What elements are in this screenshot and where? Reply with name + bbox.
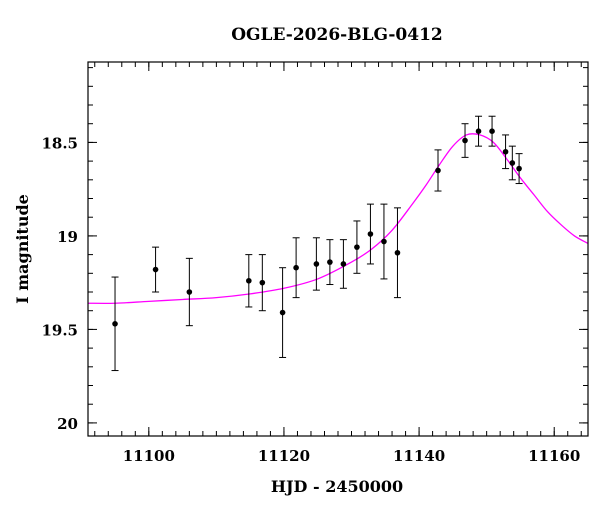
x-axis-label: HJD - 2450000	[271, 477, 403, 496]
y-tick-label: 18.5	[41, 134, 78, 152]
data-point	[393, 207, 401, 299]
y-axis-label: I magnitude	[13, 194, 32, 304]
y-tick-label: 19.5	[41, 321, 78, 339]
point-marker	[516, 165, 522, 172]
chart-title: OGLE-2026-BLG-0412	[231, 25, 443, 45]
point-marker	[279, 309, 286, 316]
point-marker	[293, 264, 299, 271]
x-tick-label: 11100	[123, 447, 175, 465]
plot-frame	[87, 61, 589, 437]
data-point	[292, 237, 300, 299]
point-marker	[394, 249, 401, 256]
point-marker	[340, 261, 347, 267]
point-marker	[259, 279, 266, 286]
point-marker	[367, 231, 374, 237]
data-point	[353, 220, 361, 274]
data-point	[502, 134, 510, 170]
point-marker	[435, 167, 441, 174]
data-point	[475, 115, 483, 147]
point-marker	[112, 321, 118, 327]
point-marker	[354, 244, 360, 250]
point-marker	[246, 277, 252, 284]
data-point	[366, 203, 374, 265]
point-marker	[327, 259, 333, 265]
data-point	[488, 115, 496, 147]
data-point	[326, 239, 334, 286]
data-point	[434, 149, 442, 192]
point-marker	[381, 238, 387, 245]
axis-ticks: 11100 11120 11140 11160 18.5 19 19.5 20	[41, 62, 588, 465]
point-marker	[475, 128, 482, 134]
x-tick-label: 11120	[258, 447, 310, 465]
point-marker	[502, 148, 509, 155]
y-tick-label: 19	[57, 228, 78, 246]
data-point	[339, 239, 347, 289]
data-point	[279, 267, 287, 358]
data-point	[515, 153, 523, 185]
model-curve	[87, 133, 589, 305]
data-point	[461, 123, 469, 158]
data-point	[312, 237, 320, 291]
data-points	[111, 115, 523, 372]
data-point	[508, 145, 516, 181]
data-point	[380, 203, 388, 280]
data-point	[258, 254, 266, 312]
y-tick-label: 20	[57, 415, 78, 433]
data-point	[111, 276, 119, 372]
point-marker	[186, 289, 193, 295]
point-marker	[509, 160, 516, 166]
point-marker	[462, 137, 468, 144]
point-marker	[152, 266, 159, 273]
point-marker	[489, 128, 495, 134]
x-tick-label: 11160	[528, 447, 580, 465]
data-point	[185, 257, 193, 327]
data-point	[245, 254, 253, 308]
data-point	[152, 246, 160, 293]
point-marker	[313, 261, 320, 267]
x-tick-label: 11140	[393, 447, 445, 465]
